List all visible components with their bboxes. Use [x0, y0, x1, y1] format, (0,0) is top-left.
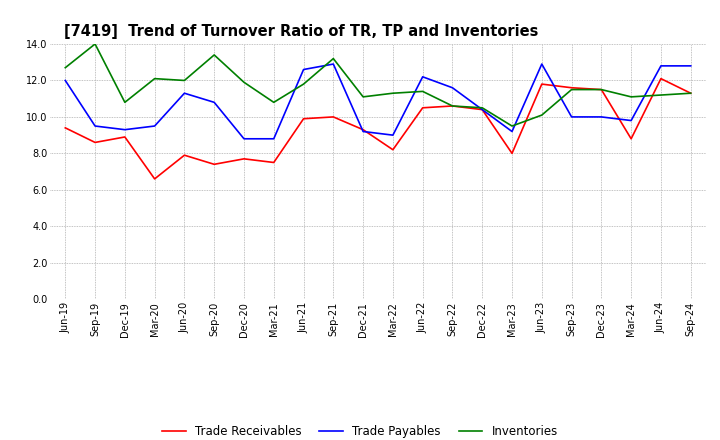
Trade Receivables [538, 81, 546, 87]
Inventories [627, 94, 636, 99]
Trade Receivables [597, 87, 606, 92]
Trade Receivables [300, 116, 308, 121]
Trade Receivables [240, 156, 248, 161]
Inventories [418, 89, 427, 94]
Trade Payables [478, 107, 487, 112]
Inventories [657, 92, 665, 98]
Inventories [508, 123, 516, 128]
Inventories [686, 91, 695, 96]
Line: Trade Payables: Trade Payables [66, 64, 690, 139]
Trade Payables [180, 91, 189, 96]
Trade Payables [61, 78, 70, 83]
Trade Receivables [210, 161, 219, 167]
Trade Receivables [180, 153, 189, 158]
Trade Receivables [91, 140, 99, 145]
Inventories [597, 87, 606, 92]
Trade Receivables [567, 85, 576, 90]
Inventories [538, 113, 546, 118]
Line: Trade Receivables: Trade Receivables [66, 79, 690, 179]
Inventories [91, 41, 99, 47]
Trade Payables [686, 63, 695, 69]
Trade Payables [91, 123, 99, 128]
Trade Receivables [448, 103, 456, 109]
Trade Payables [418, 74, 427, 80]
Trade Payables [359, 129, 367, 134]
Inventories [389, 91, 397, 96]
Trade Receivables [627, 136, 636, 141]
Inventories [478, 105, 487, 110]
Inventories [269, 100, 278, 105]
Inventories [240, 80, 248, 85]
Trade Payables [240, 136, 248, 141]
Trade Payables [150, 123, 159, 128]
Trade Payables [329, 62, 338, 67]
Trade Payables [300, 67, 308, 72]
Trade Receivables [478, 107, 487, 112]
Text: [7419]  Trend of Turnover Ratio of TR, TP and Inventories: [7419] Trend of Turnover Ratio of TR, TP… [63, 24, 538, 39]
Inventories [210, 52, 219, 58]
Trade Payables [627, 118, 636, 123]
Inventories [359, 94, 367, 99]
Trade Payables [389, 132, 397, 138]
Trade Payables [448, 85, 456, 90]
Trade Payables [269, 136, 278, 141]
Trade Receivables [329, 114, 338, 120]
Inventories [448, 103, 456, 109]
Trade Payables [120, 127, 129, 132]
Trade Receivables [657, 76, 665, 81]
Legend: Trade Receivables, Trade Payables, Inventories: Trade Receivables, Trade Payables, Inven… [157, 421, 563, 440]
Trade Receivables [269, 160, 278, 165]
Trade Receivables [508, 151, 516, 156]
Trade Receivables [359, 127, 367, 132]
Line: Inventories: Inventories [66, 44, 690, 126]
Trade Payables [657, 63, 665, 69]
Trade Receivables [150, 176, 159, 182]
Trade Receivables [686, 91, 695, 96]
Trade Payables [538, 62, 546, 67]
Inventories [329, 56, 338, 61]
Inventories [61, 65, 70, 70]
Inventories [150, 76, 159, 81]
Inventories [300, 81, 308, 87]
Trade Receivables [120, 134, 129, 139]
Inventories [180, 78, 189, 83]
Trade Payables [597, 114, 606, 120]
Trade Receivables [389, 147, 397, 152]
Trade Payables [567, 114, 576, 120]
Trade Receivables [61, 125, 70, 131]
Trade Payables [210, 100, 219, 105]
Inventories [567, 87, 576, 92]
Inventories [120, 100, 129, 105]
Trade Receivables [418, 105, 427, 110]
Trade Payables [508, 129, 516, 134]
